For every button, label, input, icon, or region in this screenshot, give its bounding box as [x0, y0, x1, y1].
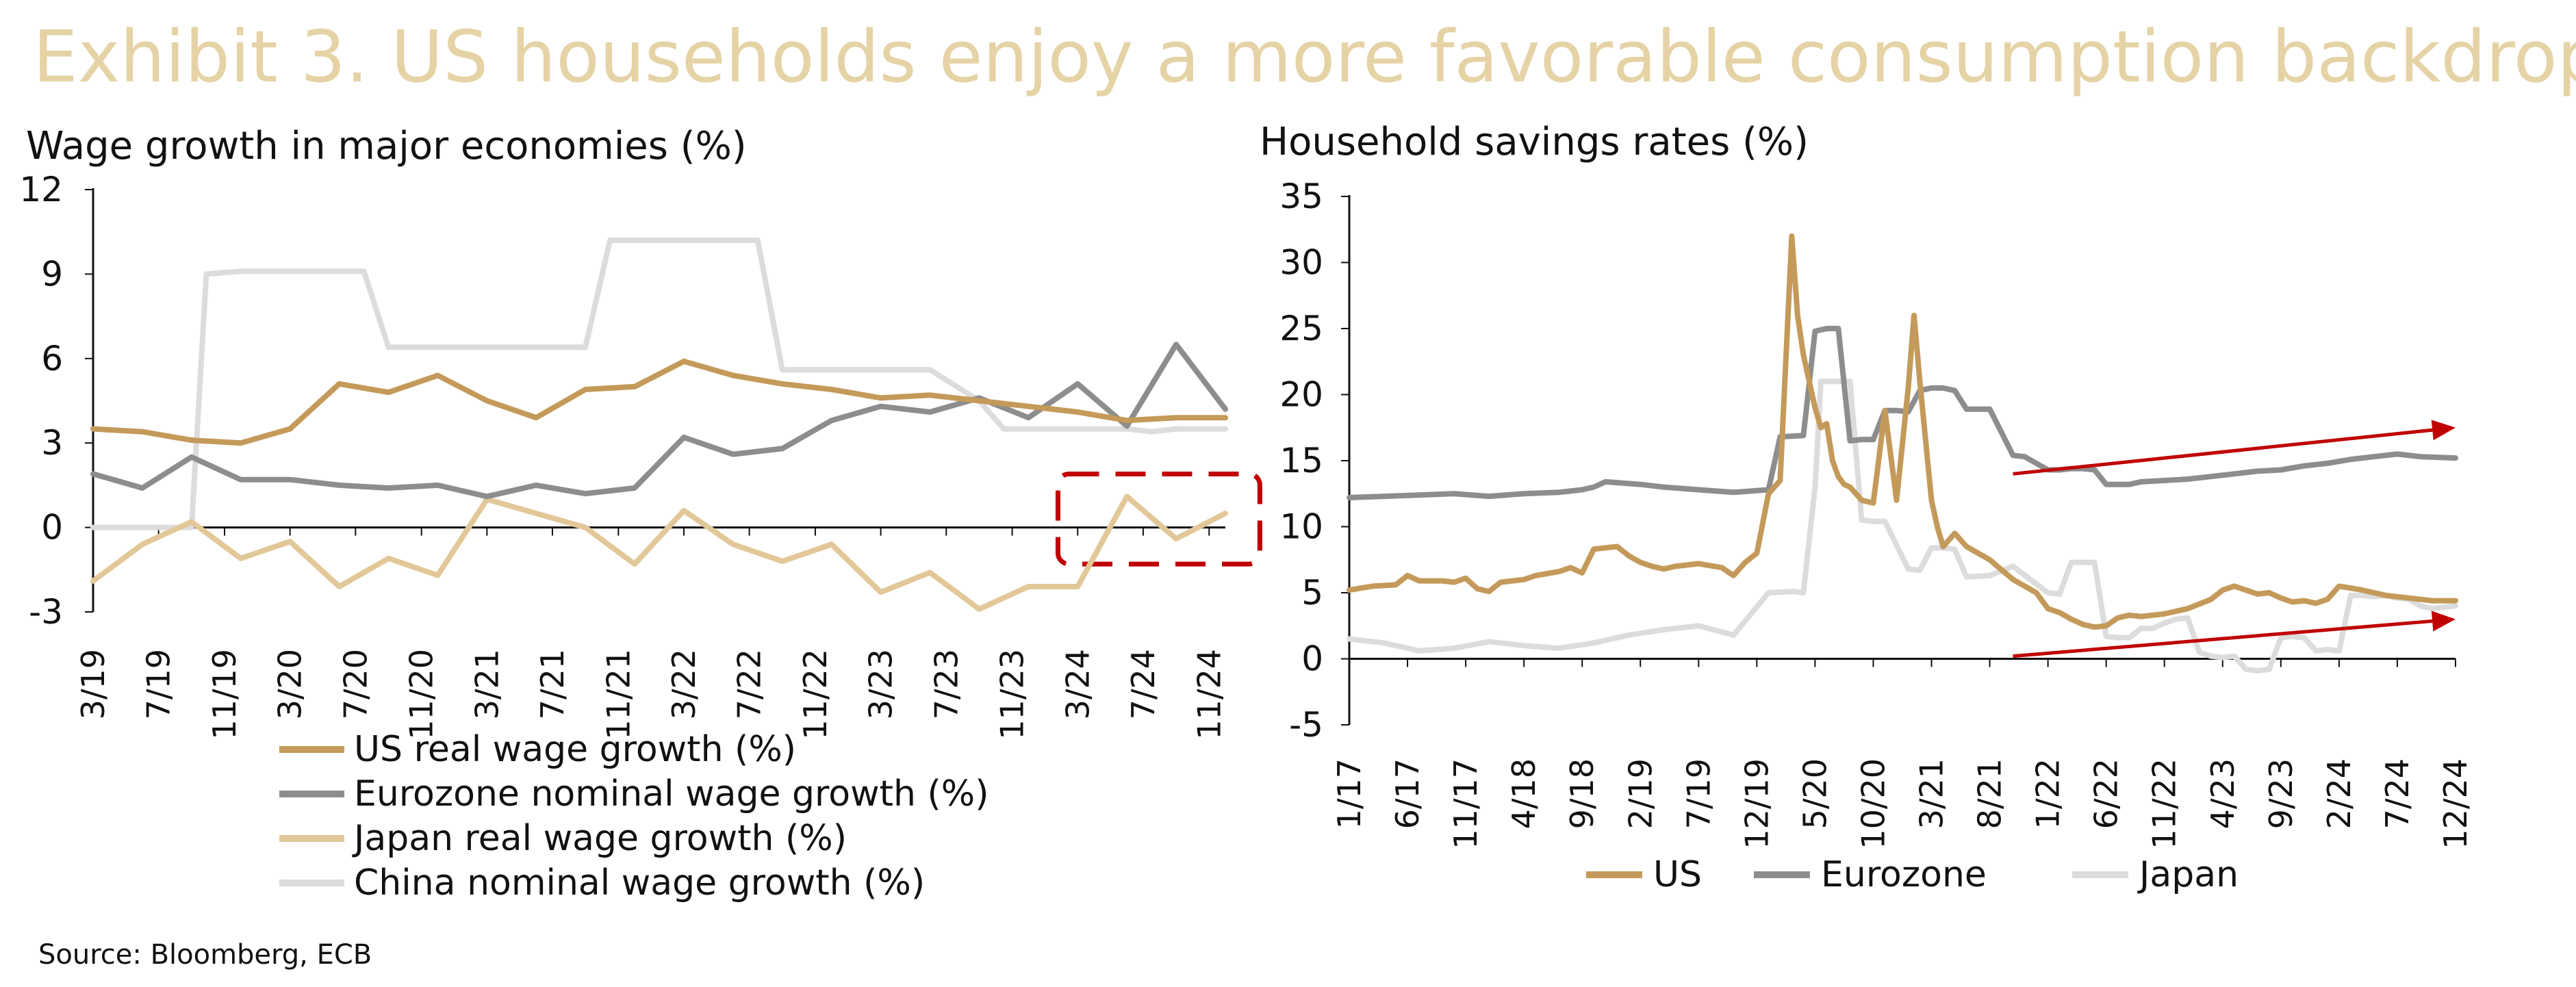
y-tick-label: 20: [1279, 375, 1323, 415]
x-tick-label: 7/22: [731, 649, 768, 719]
x-tick-label: 7/23: [928, 649, 965, 719]
x-tick-label: 9/23: [2262, 758, 2299, 829]
x-tick-label: 12/19: [1738, 758, 1775, 849]
x-tick-label: 3/22: [665, 649, 702, 719]
panel-title: Household savings rates (%): [1260, 120, 1809, 164]
legend-label: China nominal wage growth (%): [354, 862, 925, 903]
x-tick-label: 3/19: [75, 649, 112, 719]
x-tick-label: 11/20: [403, 649, 440, 740]
x-tick-label: 3/21: [1913, 758, 1950, 829]
y-tick-label: 9: [41, 254, 63, 294]
x-tick-label: 3/24: [1059, 649, 1096, 719]
y-tick-label: 35: [1279, 177, 1323, 216]
legend-label: US: [1653, 854, 1702, 895]
x-tick-label: 11/19: [206, 649, 243, 740]
x-tick-label: 7/19: [1680, 758, 1717, 829]
x-tick-label: 1/17: [1331, 758, 1368, 829]
x-tick-label: 7/20: [337, 649, 374, 719]
y-tick-label: -5: [1289, 705, 1323, 745]
x-tick-label: 8/21: [1972, 758, 2008, 829]
highlight-box: [1055, 471, 1262, 567]
series-line-china-nominal-wage-growth: [90, 238, 1228, 530]
y-tick-label: 6: [41, 339, 63, 379]
x-tick-label: 11/22: [797, 649, 834, 740]
legend-label: US real wage growth (%): [354, 729, 796, 770]
series-line-eurozone: [1347, 326, 2458, 500]
y-tick-label: 3: [41, 423, 63, 463]
wage-growth-chart: Wage growth in major economies (%) -3 0 3 6 9…: [19, 124, 1262, 903]
legend-label: Japan real wage growth (%): [352, 818, 847, 859]
x-tick-label: 10/20: [1854, 758, 1891, 849]
y-tick-label: 0: [1301, 639, 1323, 679]
legend-label: Japan: [2137, 854, 2239, 895]
x-tick-label: 3/21: [468, 649, 505, 719]
x-tick-label: 7/24: [1125, 649, 1162, 719]
y-tick-label: 10: [1279, 507, 1323, 547]
x-tick-label: 6/17: [1389, 758, 1426, 829]
x-tick-label: 7/19: [140, 649, 177, 719]
y-tick-label: 30: [1279, 243, 1323, 283]
series-line-japan-real-wage-growth: [90, 494, 1228, 612]
legend: US real wage growth (%)Eurozone nominal …: [279, 729, 989, 903]
savings-rates-chart: Household savings rates (%) -5 0 5 10 15 20 25 3…: [1260, 120, 2474, 895]
x-tick-label: 11/22: [2146, 758, 2183, 849]
series-line-eurozone-nominal-wage-growth: [90, 342, 1228, 500]
y-tick-label: 5: [1301, 573, 1323, 613]
source-note: Source: Bloomberg, ECB: [38, 939, 372, 971]
x-tick-label: 9/18: [1564, 758, 1601, 829]
x-tick-label: 2/19: [1622, 758, 1659, 829]
x-tick-label: 6/22: [2088, 758, 2125, 829]
trend-arrow-line: [2013, 619, 2433, 658]
y-tick-label: 25: [1279, 309, 1323, 348]
trend-arrow-head: [2431, 611, 2456, 632]
legend-label: Eurozone nominal wage growth (%): [354, 773, 989, 815]
x-tick-label: 1/22: [2030, 758, 2067, 829]
legend-label: Eurozone: [1821, 854, 1987, 895]
series-line-japan: [1347, 379, 2458, 674]
y-tick-label: 15: [1279, 441, 1323, 480]
x-tick-label: 11/21: [600, 649, 637, 740]
x-tick-label: 7/24: [2379, 758, 2416, 829]
x-tick-label: 11/17: [1447, 758, 1484, 849]
trend-arrow-head: [2431, 420, 2456, 441]
x-tick-label: 4/18: [1505, 758, 1542, 829]
x-tick-label: 4/23: [2204, 758, 2241, 829]
exhibit-title: Exhibit 3. US households enjoy a more fa…: [33, 15, 2576, 99]
x-tick-label: 5/20: [1796, 758, 1833, 829]
x-tick-label: 2/24: [2321, 758, 2358, 829]
series-line-us-real-wage-growth: [90, 358, 1228, 446]
x-tick-label: 3/23: [863, 649, 900, 719]
x-tick-label: 3/20: [272, 649, 309, 719]
panel-title: Wage growth in major economies (%): [26, 124, 747, 168]
y-tick-label: 12: [19, 170, 63, 209]
x-tick-label: 11/23: [994, 649, 1031, 740]
y-tick-label: -3: [29, 592, 63, 632]
series-line-us: [1347, 233, 2458, 630]
x-tick-label: 12/24: [2437, 758, 2474, 849]
x-tick-label: 11/24: [1190, 649, 1227, 740]
legend: US Eurozone Japan: [1586, 854, 2239, 895]
trend-arrow-line: [2013, 428, 2433, 476]
x-tick-label: 7/21: [534, 649, 571, 719]
y-tick-label: 0: [41, 508, 63, 548]
